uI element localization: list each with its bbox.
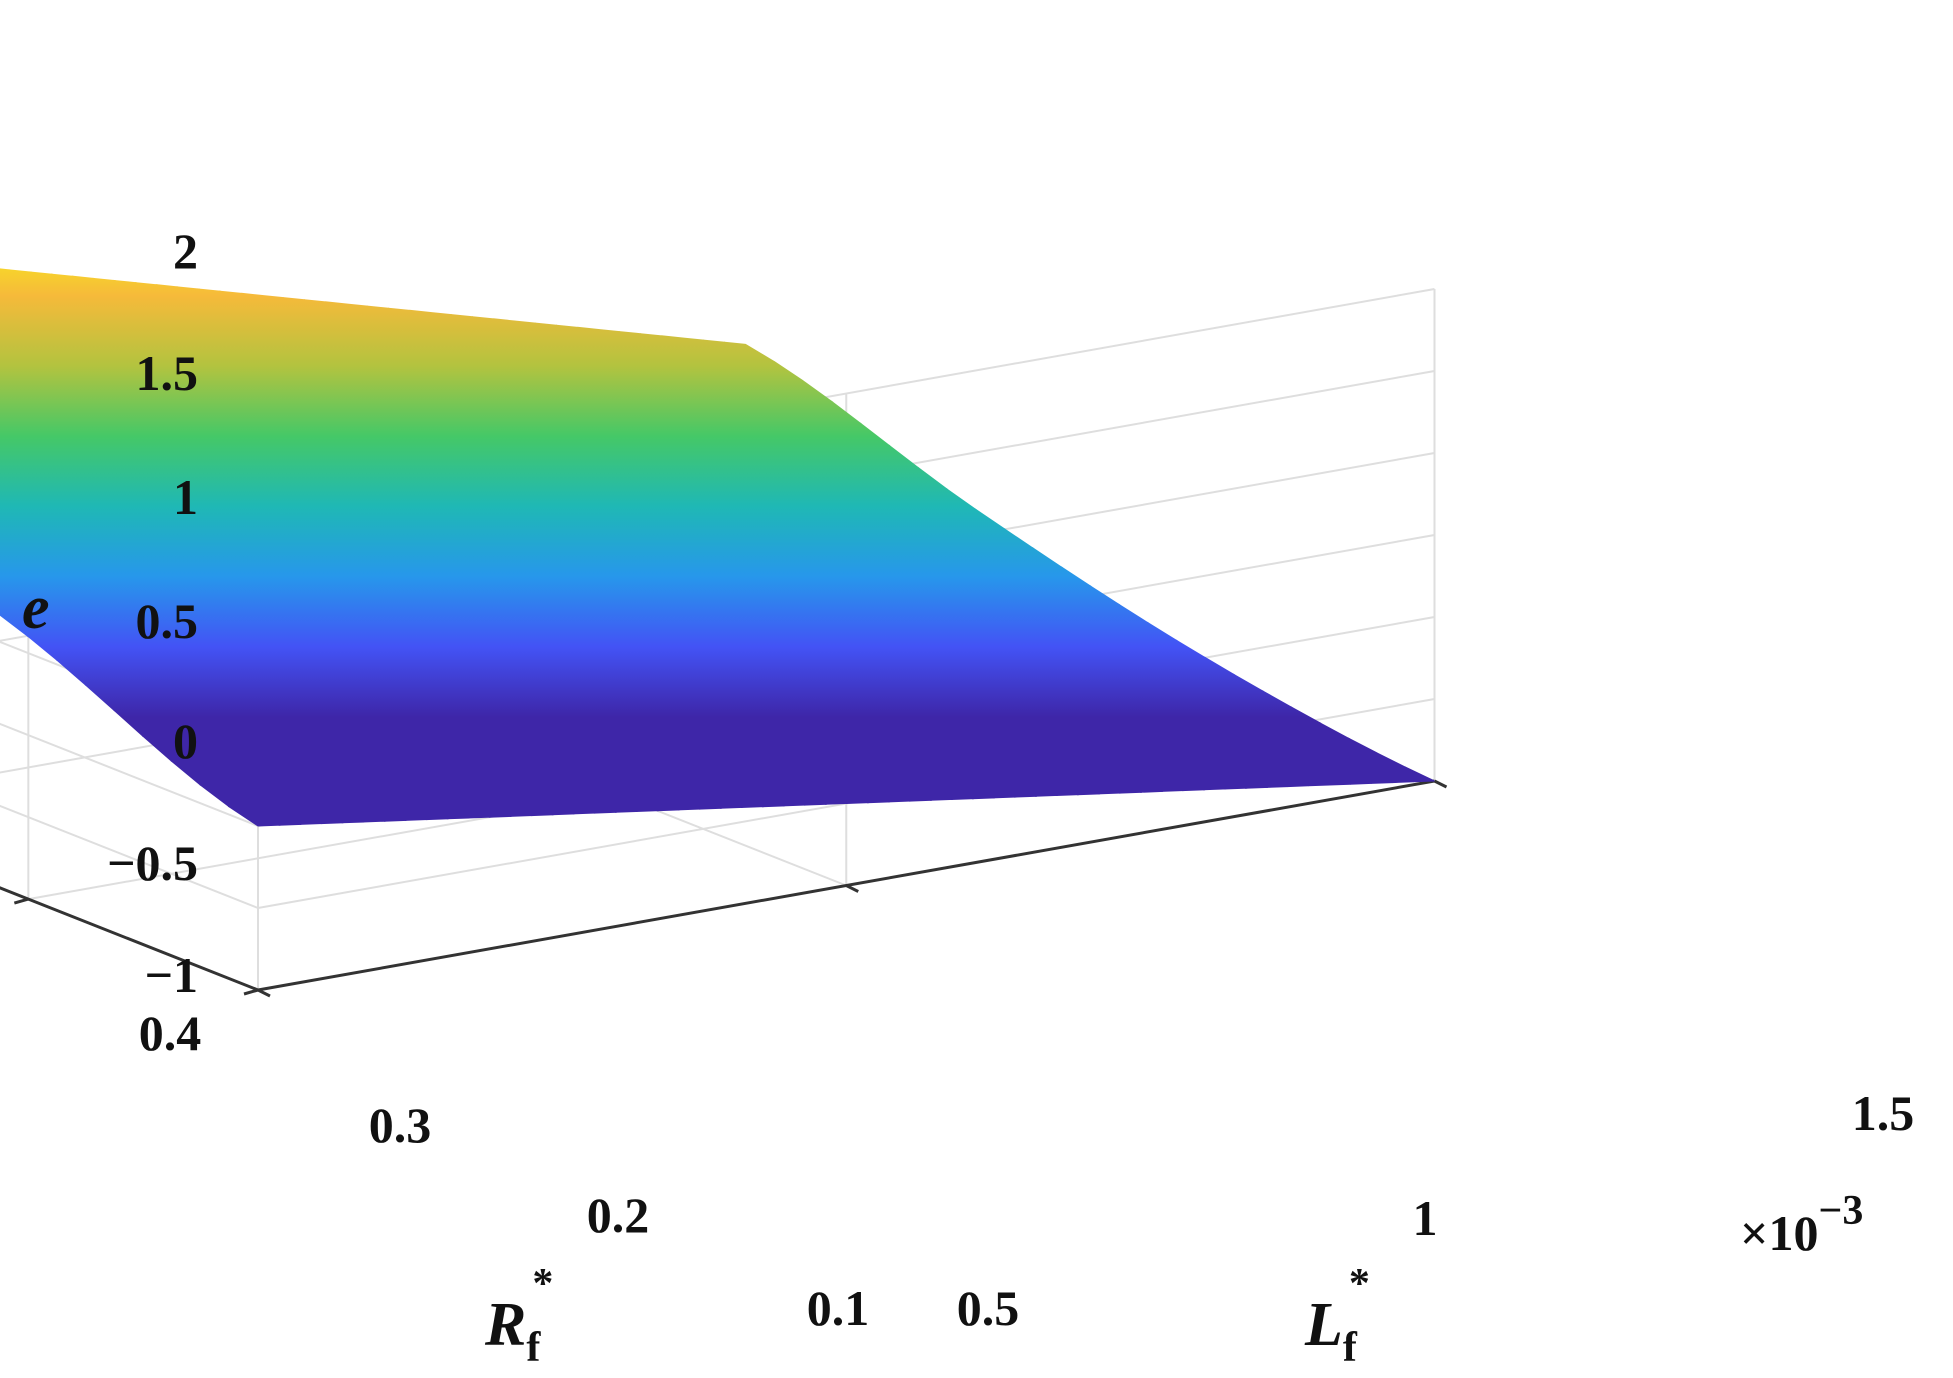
x-tick-mark	[257, 988, 271, 998]
x-axis-label: Lf*	[1304, 1261, 1370, 1371]
y-tick-mark	[13, 897, 29, 905]
y-axis-line	[0, 886, 259, 992]
x-tick-mark	[845, 884, 859, 893]
y-tick-label: 0.4	[139, 1005, 202, 1061]
y-axis-tick-labels: 0.4 0.3 0.2 0.1	[139, 1005, 870, 1336]
surface-patch	[1384, 766, 1435, 783]
x-axis-tick-labels: 0.5 1 1.5	[957, 1085, 1915, 1336]
x-axis-exponent: ×10−3	[1740, 1188, 1863, 1261]
y-axis-label: Rf*	[484, 1261, 553, 1371]
x-tick-label: 0.5	[957, 1280, 1020, 1336]
grid-line	[0, 722, 259, 827]
y-tick-mark	[243, 988, 259, 996]
z-tick-label: 1.5	[136, 345, 199, 401]
z-tick-label: 2	[173, 223, 198, 279]
y-tick-label: 0.1	[807, 1280, 870, 1336]
z-tick-label: 0.5	[136, 593, 199, 649]
x-tick-label: 1.5	[1852, 1085, 1915, 1141]
z-tick-label: −0.5	[107, 835, 198, 891]
y-tick-label: 0.2	[587, 1187, 650, 1243]
z-axis-tick-labels: 2 1.5 1 0.5 0 −0.5 −1	[107, 223, 198, 1003]
z-axis-label: e	[22, 574, 50, 642]
z-tick-label: 1	[173, 469, 198, 525]
grid-line	[0, 804, 259, 909]
z-tick-label: 0	[173, 713, 198, 769]
data-surface	[0, 268, 1435, 827]
z-tick-label: −1	[145, 947, 199, 1003]
y-tick-label: 0.3	[369, 1097, 432, 1153]
x-tick-mark	[1433, 779, 1448, 789]
x-tick-label: 1	[1413, 1190, 1438, 1246]
axes	[0, 779, 1448, 998]
